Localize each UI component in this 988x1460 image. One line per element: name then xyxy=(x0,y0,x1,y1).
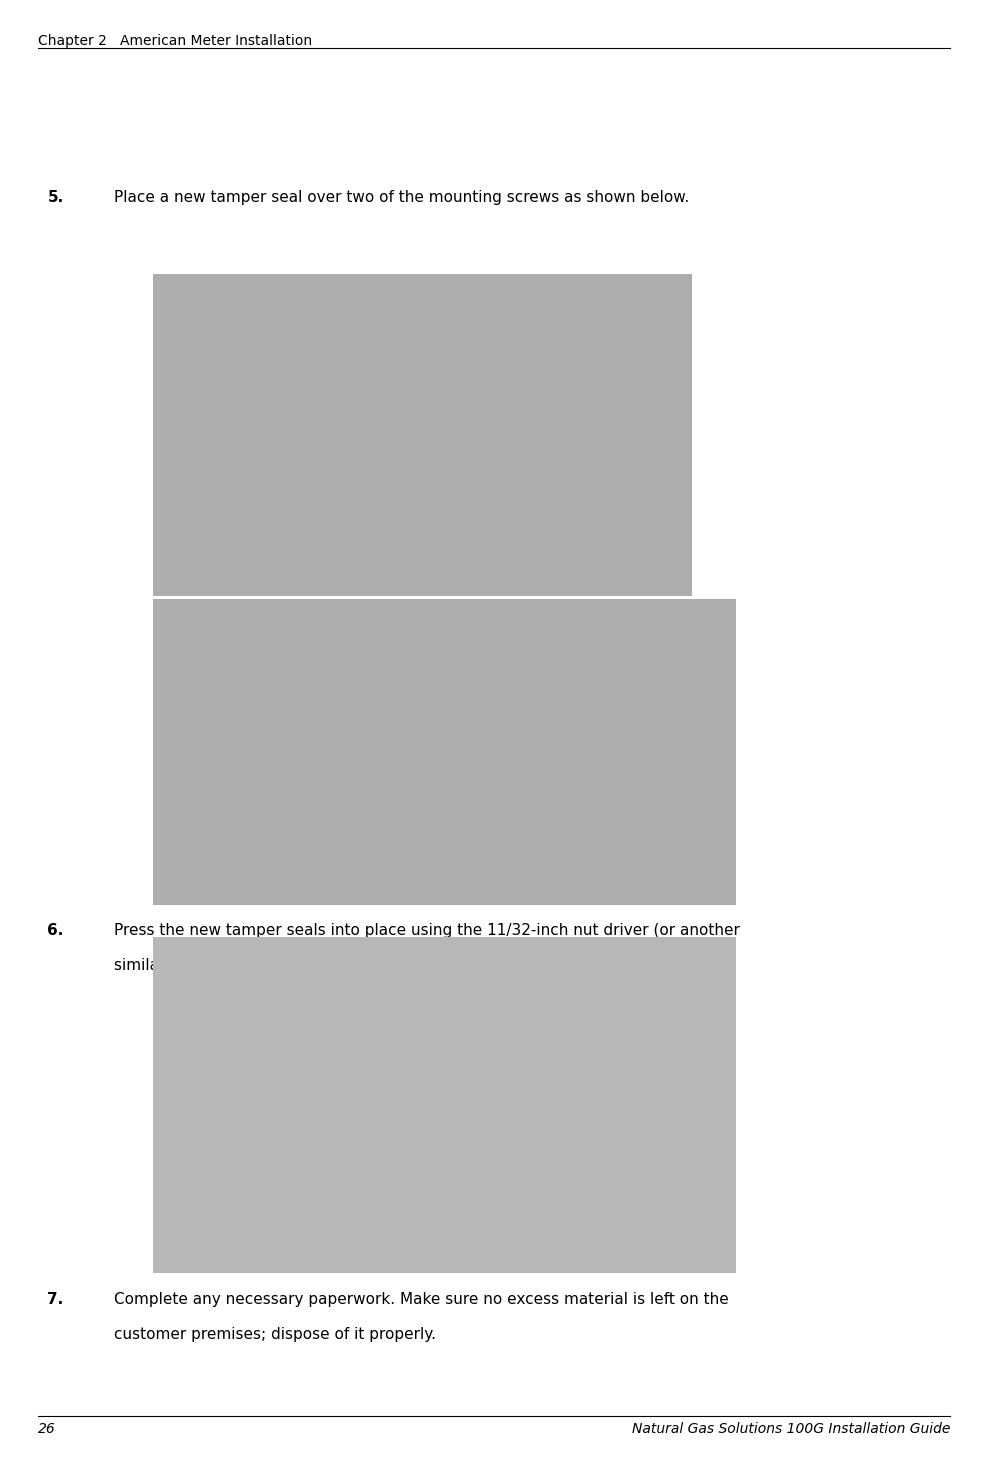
Text: Complete any necessary paperwork. Make sure no excess material is left on the: Complete any necessary paperwork. Make s… xyxy=(114,1292,728,1307)
Text: 6.: 6. xyxy=(47,923,64,937)
Text: Place a new tamper seal over two of the mounting screws as shown below.: Place a new tamper seal over two of the … xyxy=(114,190,689,204)
Text: 1: 1 xyxy=(262,369,272,384)
Text: 26: 26 xyxy=(38,1422,55,1437)
Text: 7.: 7. xyxy=(47,1292,63,1307)
Text: 2: 2 xyxy=(212,647,222,661)
Text: Natural Gas Solutions 100G Installation Guide: Natural Gas Solutions 100G Installation … xyxy=(632,1422,950,1437)
Circle shape xyxy=(245,345,288,409)
Text: Press the new tamper seals into place using the 11/32-inch nut driver (or anothe: Press the new tamper seals into place us… xyxy=(114,923,739,937)
Text: 3: 3 xyxy=(287,307,296,321)
Text: customer premises; dispose of it properly.: customer premises; dispose of it properl… xyxy=(114,1327,436,1342)
Circle shape xyxy=(196,622,239,686)
Circle shape xyxy=(270,282,313,346)
Text: Chapter 2   American Meter Installation: Chapter 2 American Meter Installation xyxy=(38,34,311,48)
Text: 2: 2 xyxy=(499,307,509,321)
Text: similar blunt tool).: similar blunt tool). xyxy=(114,958,254,972)
Circle shape xyxy=(482,282,526,346)
Text: 4: 4 xyxy=(524,369,534,384)
Text: 5.: 5. xyxy=(47,190,63,204)
Text: 1: 1 xyxy=(438,711,448,726)
Circle shape xyxy=(507,345,550,409)
Circle shape xyxy=(421,686,464,750)
